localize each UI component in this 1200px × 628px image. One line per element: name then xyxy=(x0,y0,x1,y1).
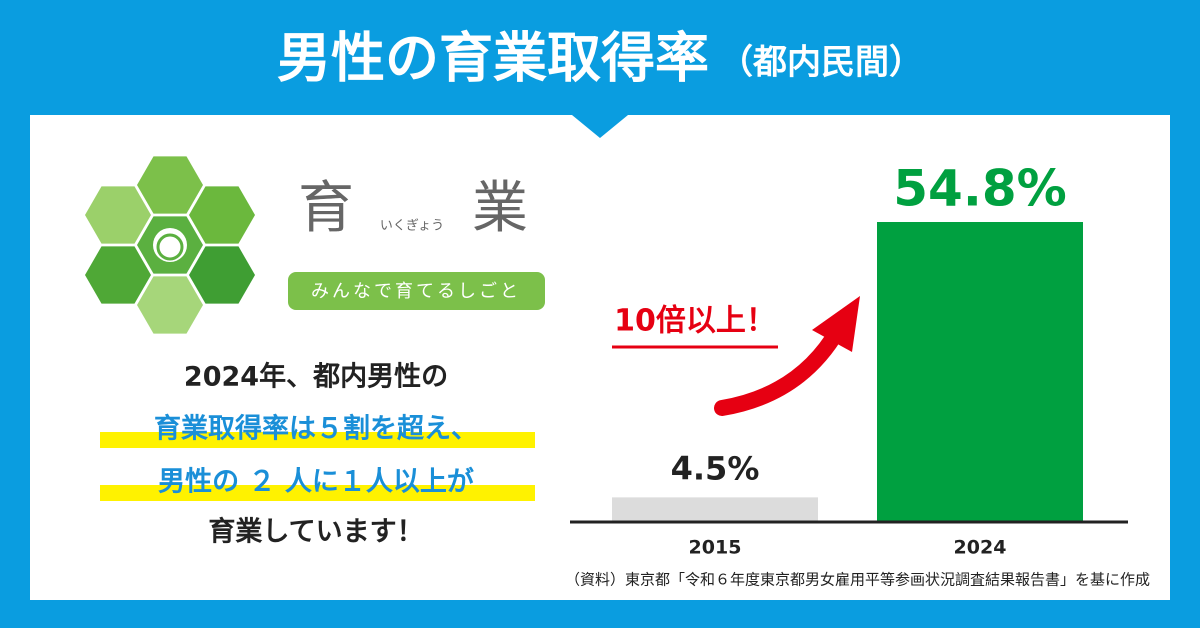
logo: 育 いくぎょう 業 みんなで育てるしごと xyxy=(85,156,545,334)
source: （資料）東京都「令和６年度東京都男女雇用平等参画状況調査結果報告書」を基に作成 xyxy=(565,571,1150,589)
logo-hexagon xyxy=(137,276,203,334)
value-label: 4.5% xyxy=(671,449,760,487)
logo-hexagon xyxy=(189,186,255,244)
logo-char: 業 xyxy=(472,176,528,241)
notch xyxy=(572,115,628,138)
arrow xyxy=(714,322,846,416)
bar xyxy=(877,222,1083,522)
title-note: （都内民間） xyxy=(719,43,923,83)
tagline-bg xyxy=(288,272,545,310)
title: 男性の育業取得率 xyxy=(277,27,709,90)
logo-reading: いくぎょう xyxy=(380,219,444,234)
logo-char: 育 xyxy=(298,176,354,241)
category-label: 2024 xyxy=(954,537,1007,559)
arrow-head xyxy=(812,296,860,352)
logo-face-inner xyxy=(156,233,184,261)
message-line: 育業しています！ xyxy=(208,516,423,548)
category-label: 2015 xyxy=(689,537,742,559)
highlight xyxy=(100,485,535,501)
logo-hexagon xyxy=(189,246,255,304)
message-line: 2024年、都内男性の xyxy=(184,361,448,393)
message-line: 男性の ２ 人に１人以上が xyxy=(158,466,474,498)
logo-hexagon xyxy=(85,186,151,244)
tagline: みんなで育てるしごと xyxy=(311,281,521,302)
chart: 4.5% 2015 54.8% 2024 10倍以上！ xyxy=(570,160,1128,559)
value-label: 54.8% xyxy=(893,160,1066,218)
logo-hexagon xyxy=(137,156,203,214)
annotation: 10倍以上！ xyxy=(614,304,776,339)
message-line: 育業取得率は５割を超え、 xyxy=(154,413,478,445)
highlight xyxy=(100,432,535,448)
logo-hexagon xyxy=(85,246,151,304)
bar xyxy=(612,497,818,522)
